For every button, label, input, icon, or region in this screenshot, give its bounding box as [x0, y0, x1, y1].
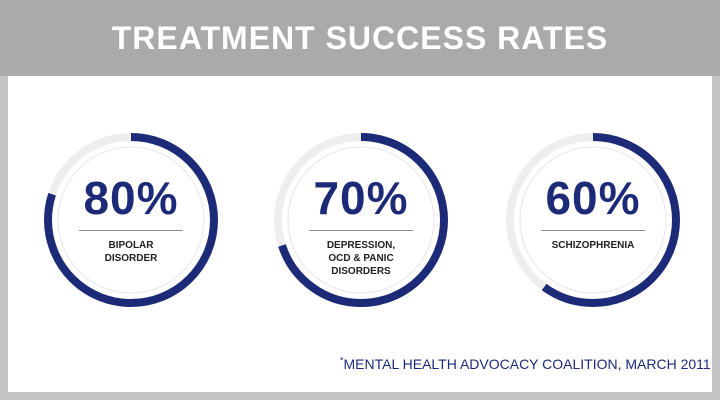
- chart-title: TREATMENT SUCCESS RATES: [111, 20, 609, 56]
- header-bar: [0, 0, 720, 76]
- source-footnote: *MENTAL HEALTH ADVOCACY COALITION, MARCH…: [340, 355, 711, 373]
- gauge-content: 80% BIPOLAR DISORDER: [41, 130, 221, 310]
- gauge-divider: [541, 230, 645, 231]
- gauge-arc: [506, 133, 680, 307]
- gauge-divider: [79, 230, 183, 231]
- gauge-inner-ring: [57, 146, 205, 294]
- gauge-value: 70%: [313, 172, 409, 224]
- gauge-inner-ring: [287, 146, 435, 294]
- gauge-depression-ocd-panic: 70% DEPRESSION, OCD & PANIC DISORDERS: [271, 130, 451, 310]
- gauge-arc: [274, 133, 448, 307]
- gauge-bipolar-disorder: 80% BIPOLAR DISORDER: [41, 130, 221, 310]
- footnote-text: MENTAL HEALTH ADVOCACY COALITION, MARCH …: [343, 356, 711, 372]
- content-panel: 80% BIPOLAR DISORDER 70% DEPRESSION, OCD…: [8, 76, 712, 392]
- gauge-label: DEPRESSION, OCD & PANIC DISORDERS: [326, 240, 396, 277]
- footnote-asterisk: *: [340, 355, 344, 366]
- gauge-inner-ring: [519, 146, 667, 294]
- gauge-content: 70% DEPRESSION, OCD & PANIC DISORDERS: [271, 130, 451, 310]
- gauge-value: 60%: [545, 172, 641, 224]
- gauge-arc: [44, 133, 218, 307]
- gauge-divider: [309, 230, 413, 231]
- gauge-content: 60% SCHIZOPHRENIA: [503, 130, 683, 310]
- gauge-value: 80%: [83, 172, 179, 224]
- gauge-label: SCHIZOPHRENIA: [551, 240, 635, 251]
- gauge-schizophrenia: 60% SCHIZOPHRENIA: [503, 130, 683, 310]
- gauge-label: BIPOLAR DISORDER: [104, 240, 158, 264]
